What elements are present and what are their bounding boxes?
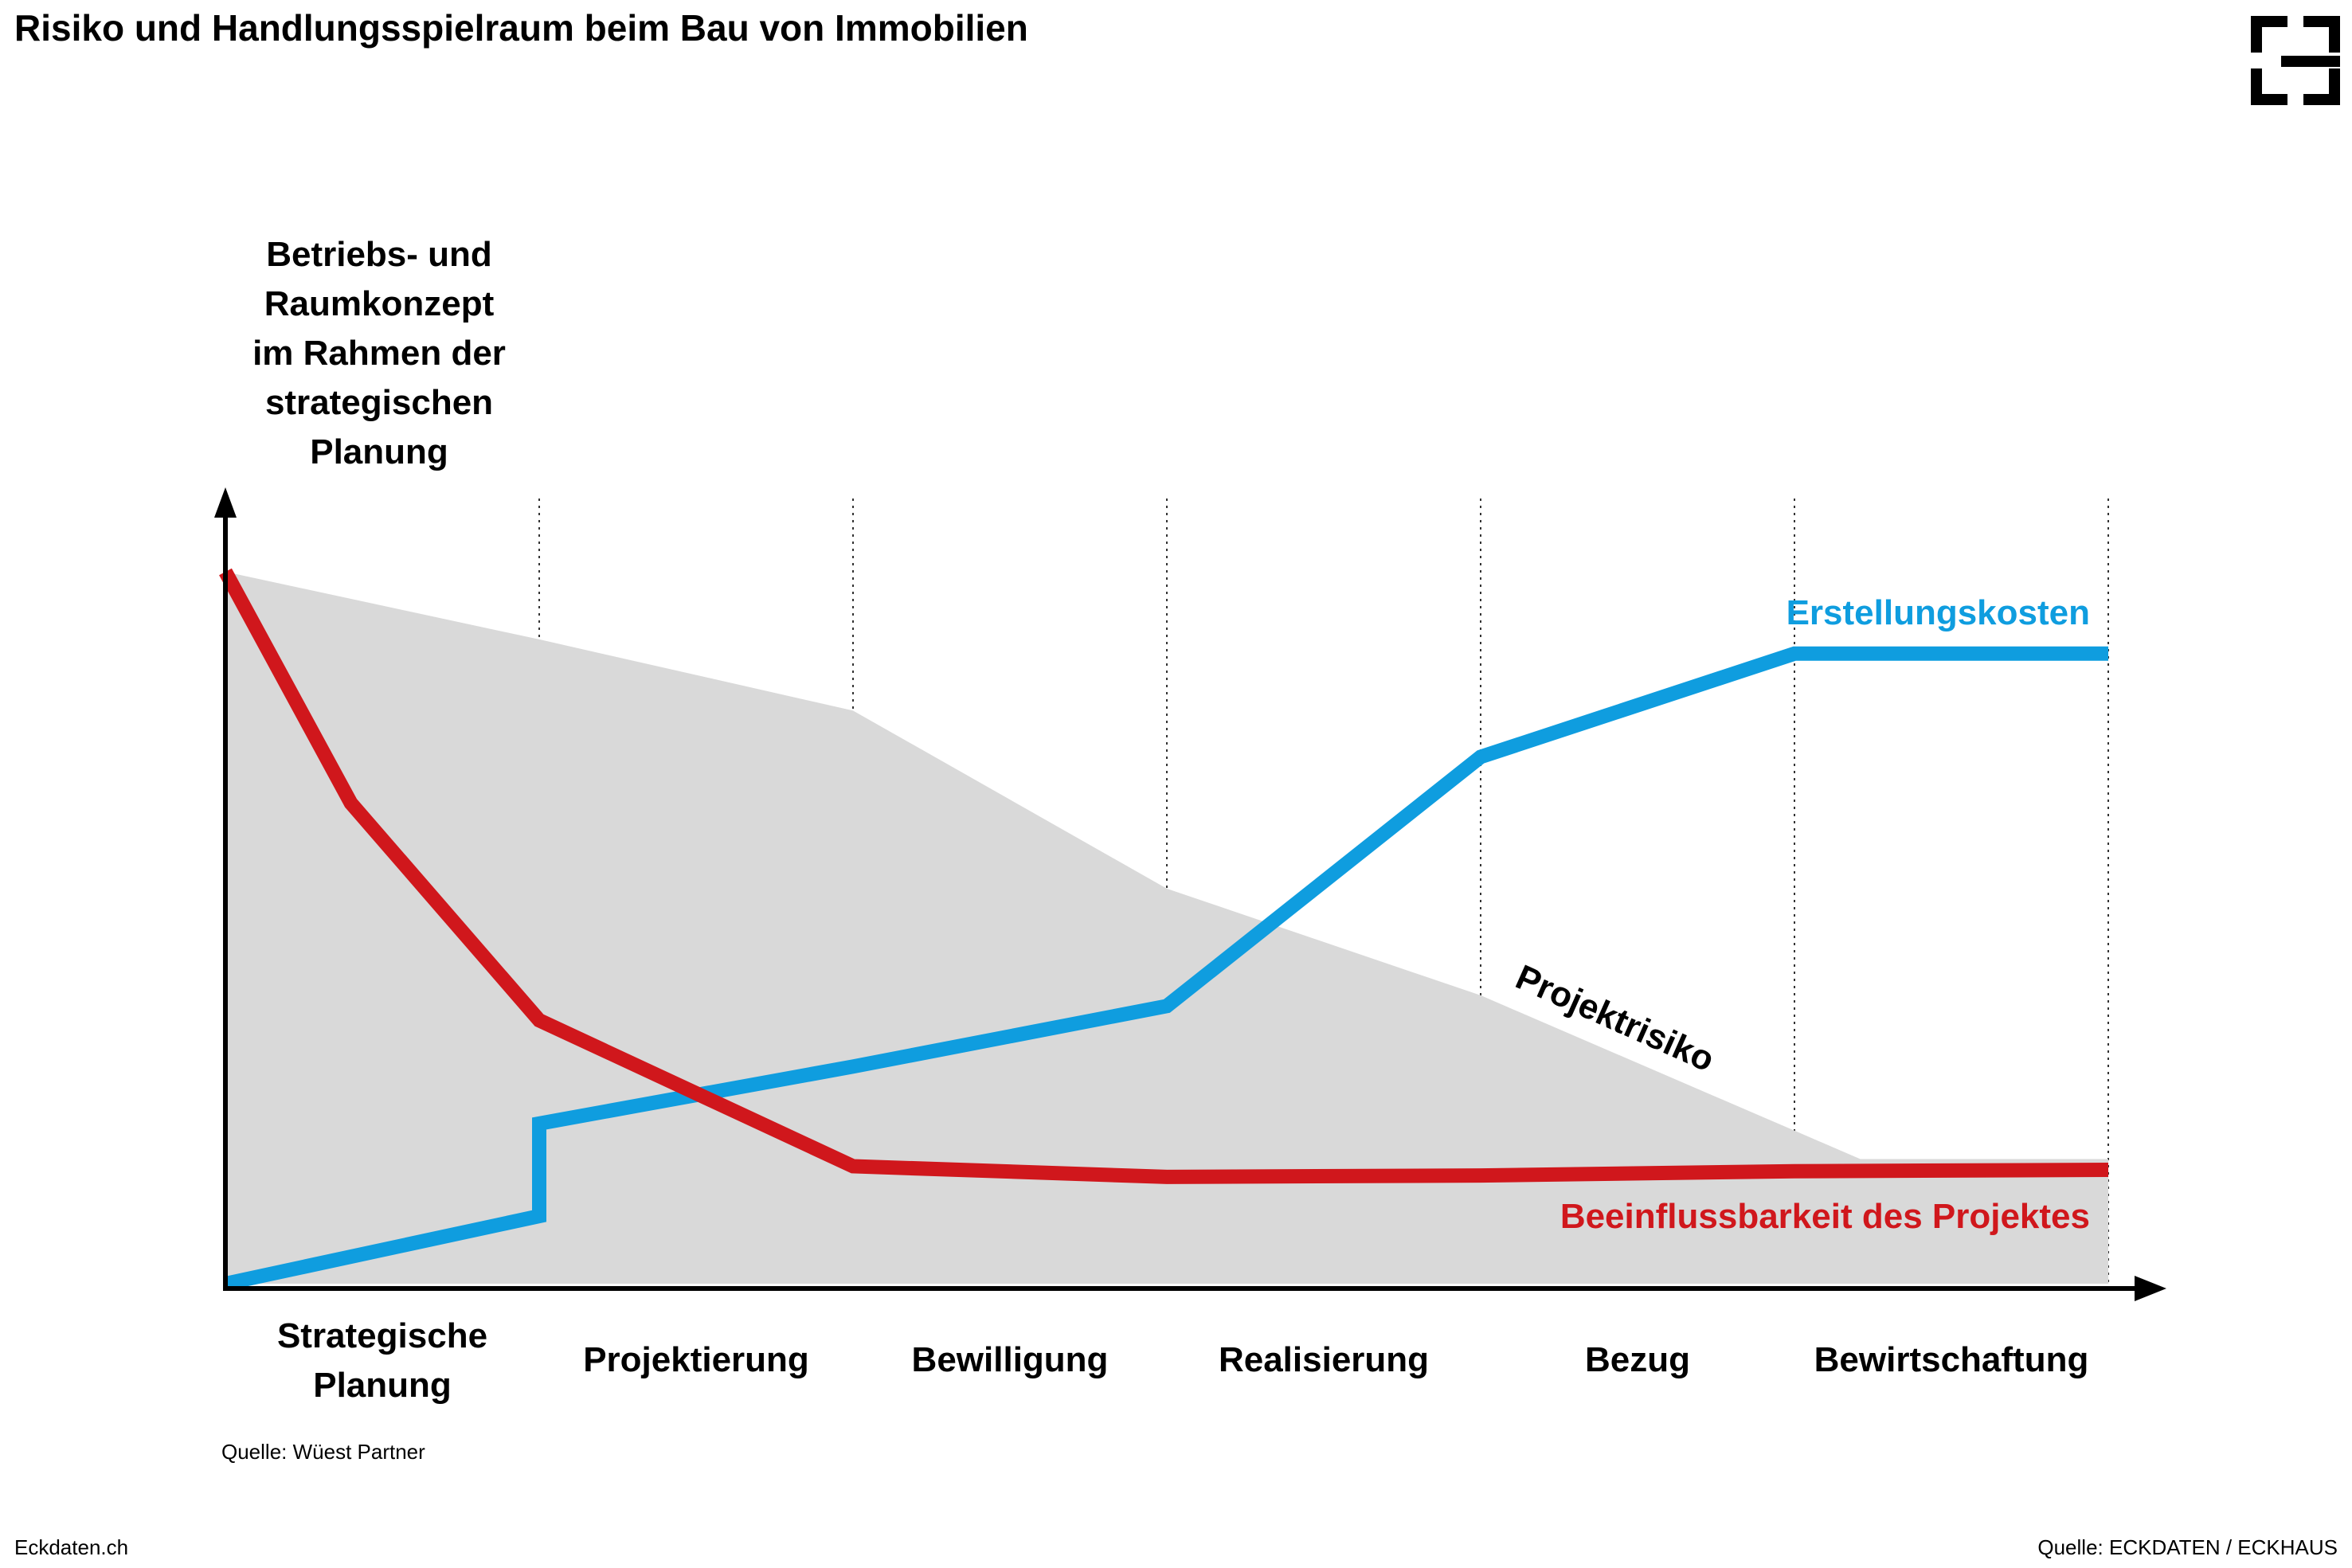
phase-label: Bewilligung [912, 1340, 1109, 1379]
page-title: Risiko und Handlungsspielraum beim Bau v… [14, 7, 1028, 49]
series-label-beeinflussbarkeit: Beeinflussbarkeit des Projektes [1560, 1197, 2090, 1236]
phase-label: Realisierung [1219, 1340, 1429, 1379]
source-note: Quelle: Wüest Partner [221, 1440, 425, 1464]
series-line-0 [224, 646, 2108, 1291]
risk-area [225, 572, 2108, 1284]
phase-label: Strategische Planung [277, 1316, 487, 1405]
x-axis-arrow [2135, 1276, 2166, 1301]
series-line-1 [219, 568, 2109, 1184]
phase-label: Bezug [1585, 1340, 1690, 1379]
footer-source: Quelle: ECKDATEN / ECKHAUS [2037, 1535, 2338, 1559]
phase-label: Bewirtschaftung [1814, 1340, 2089, 1379]
phase-label: Projektierung [583, 1340, 809, 1379]
y-axis-label: Betriebs- und Raumkonzept im Rahmen der str… [252, 235, 506, 471]
series-label-erstellungskosten: Erstellungskosten [1787, 593, 2090, 632]
eckdaten-logo-icon [2251, 16, 2340, 105]
footer-site: Eckdaten.ch [14, 1535, 129, 1559]
y-axis-arrow [214, 487, 237, 518]
